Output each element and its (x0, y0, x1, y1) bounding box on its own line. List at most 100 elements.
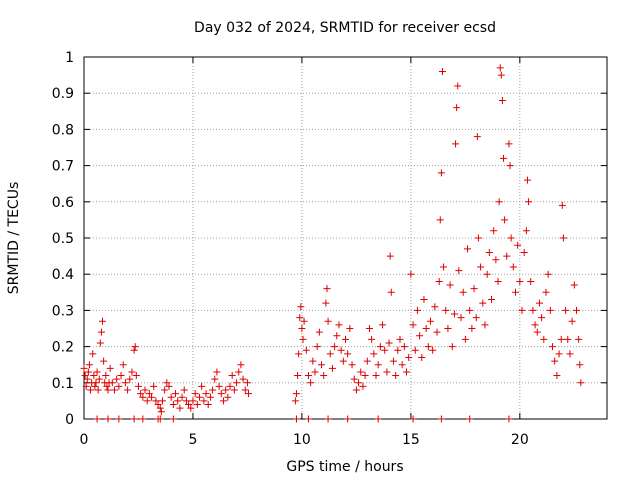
data-point (94, 386, 102, 394)
data-point (400, 343, 408, 351)
data-point (326, 350, 334, 358)
data-point (472, 314, 480, 322)
data-point (448, 343, 456, 351)
tick-layer: 00.10.20.30.40.50.60.70.80.910 5 10 15 20 (52, 50, 607, 448)
data-point (128, 368, 136, 376)
data-point (106, 364, 114, 372)
data-point (117, 372, 125, 380)
data-point (488, 296, 496, 304)
data-point (387, 288, 395, 296)
data-point (383, 368, 391, 376)
zero-value-point (115, 415, 123, 423)
x-tick-label: 5 (188, 432, 197, 448)
data-point (103, 382, 111, 390)
data-point (165, 382, 173, 390)
data-point (298, 325, 306, 332)
x-tick-label: 10 (293, 432, 311, 448)
x-tick-label: 20 (511, 432, 529, 448)
data-point (379, 321, 387, 329)
data-point (243, 379, 251, 387)
x-tick-label: 15 (402, 432, 420, 448)
data-point (185, 401, 193, 409)
data-point (520, 248, 528, 256)
data-point (200, 397, 208, 405)
data-point (470, 285, 478, 293)
data-point (134, 382, 142, 390)
data-point (503, 252, 511, 260)
data-point (551, 357, 559, 365)
x-axis-label: GPS time / hours (286, 459, 403, 475)
data-point (398, 361, 406, 369)
data-point (82, 382, 90, 390)
data-point (496, 64, 504, 72)
data-point (450, 310, 458, 318)
data-point (139, 393, 147, 401)
data-point (355, 379, 363, 387)
data-point (516, 277, 524, 285)
data-point (444, 325, 452, 332)
data-point (386, 252, 394, 260)
zero-value-point (374, 415, 382, 423)
data-point (143, 397, 151, 405)
data-point (167, 393, 175, 401)
data-point (224, 393, 232, 401)
y-tick-label: 0.4 (52, 267, 74, 283)
zero-value-point (292, 415, 300, 423)
data-point (119, 361, 127, 369)
data-point (466, 306, 474, 314)
data-point (562, 306, 570, 314)
data-point (202, 390, 210, 398)
data-point (479, 299, 487, 307)
zero-value-point (466, 415, 474, 423)
data-point (237, 361, 245, 369)
data-point (424, 343, 432, 351)
data-point (422, 325, 430, 332)
data-point (158, 397, 166, 405)
data-point (87, 386, 95, 394)
data-point (93, 368, 101, 376)
y-tick-label: 0 (65, 412, 74, 428)
data-point (174, 397, 182, 405)
data-point (324, 317, 332, 325)
data-point (454, 82, 462, 90)
data-point (564, 335, 572, 343)
data-point (405, 353, 413, 361)
data-point (509, 263, 517, 271)
data-point (130, 346, 138, 354)
data-point (420, 296, 428, 304)
data-point (156, 404, 164, 412)
data-point (131, 343, 139, 351)
chart-title: Day 032 of 2024, SRMTID for receiver ecs… (194, 20, 496, 36)
data-marks (80, 64, 585, 423)
data-point (313, 343, 321, 351)
data-point (558, 201, 566, 209)
data-point (113, 375, 121, 383)
data-point (436, 216, 444, 224)
y-axis-label: SRMTID / TECUs (6, 182, 22, 295)
data-point (318, 361, 326, 369)
data-point (542, 288, 550, 296)
data-point (333, 332, 341, 340)
data-point (357, 368, 365, 376)
data-point (328, 364, 336, 372)
data-point (426, 317, 434, 325)
data-point (137, 390, 145, 398)
data-point (549, 343, 557, 351)
data-point (344, 350, 352, 358)
data-point (540, 335, 548, 343)
zero-value-point (139, 415, 147, 423)
data-point (568, 317, 576, 325)
data-point (291, 397, 299, 405)
data-point (514, 241, 522, 249)
data-point (555, 350, 563, 358)
data-point (150, 382, 158, 390)
data-point (459, 288, 467, 296)
data-point (99, 317, 107, 325)
data-point (505, 140, 513, 148)
data-point (431, 303, 439, 311)
data-point (372, 372, 380, 380)
data-point (219, 397, 227, 405)
data-point (495, 198, 503, 206)
data-point (335, 321, 343, 329)
data-point (111, 386, 119, 394)
